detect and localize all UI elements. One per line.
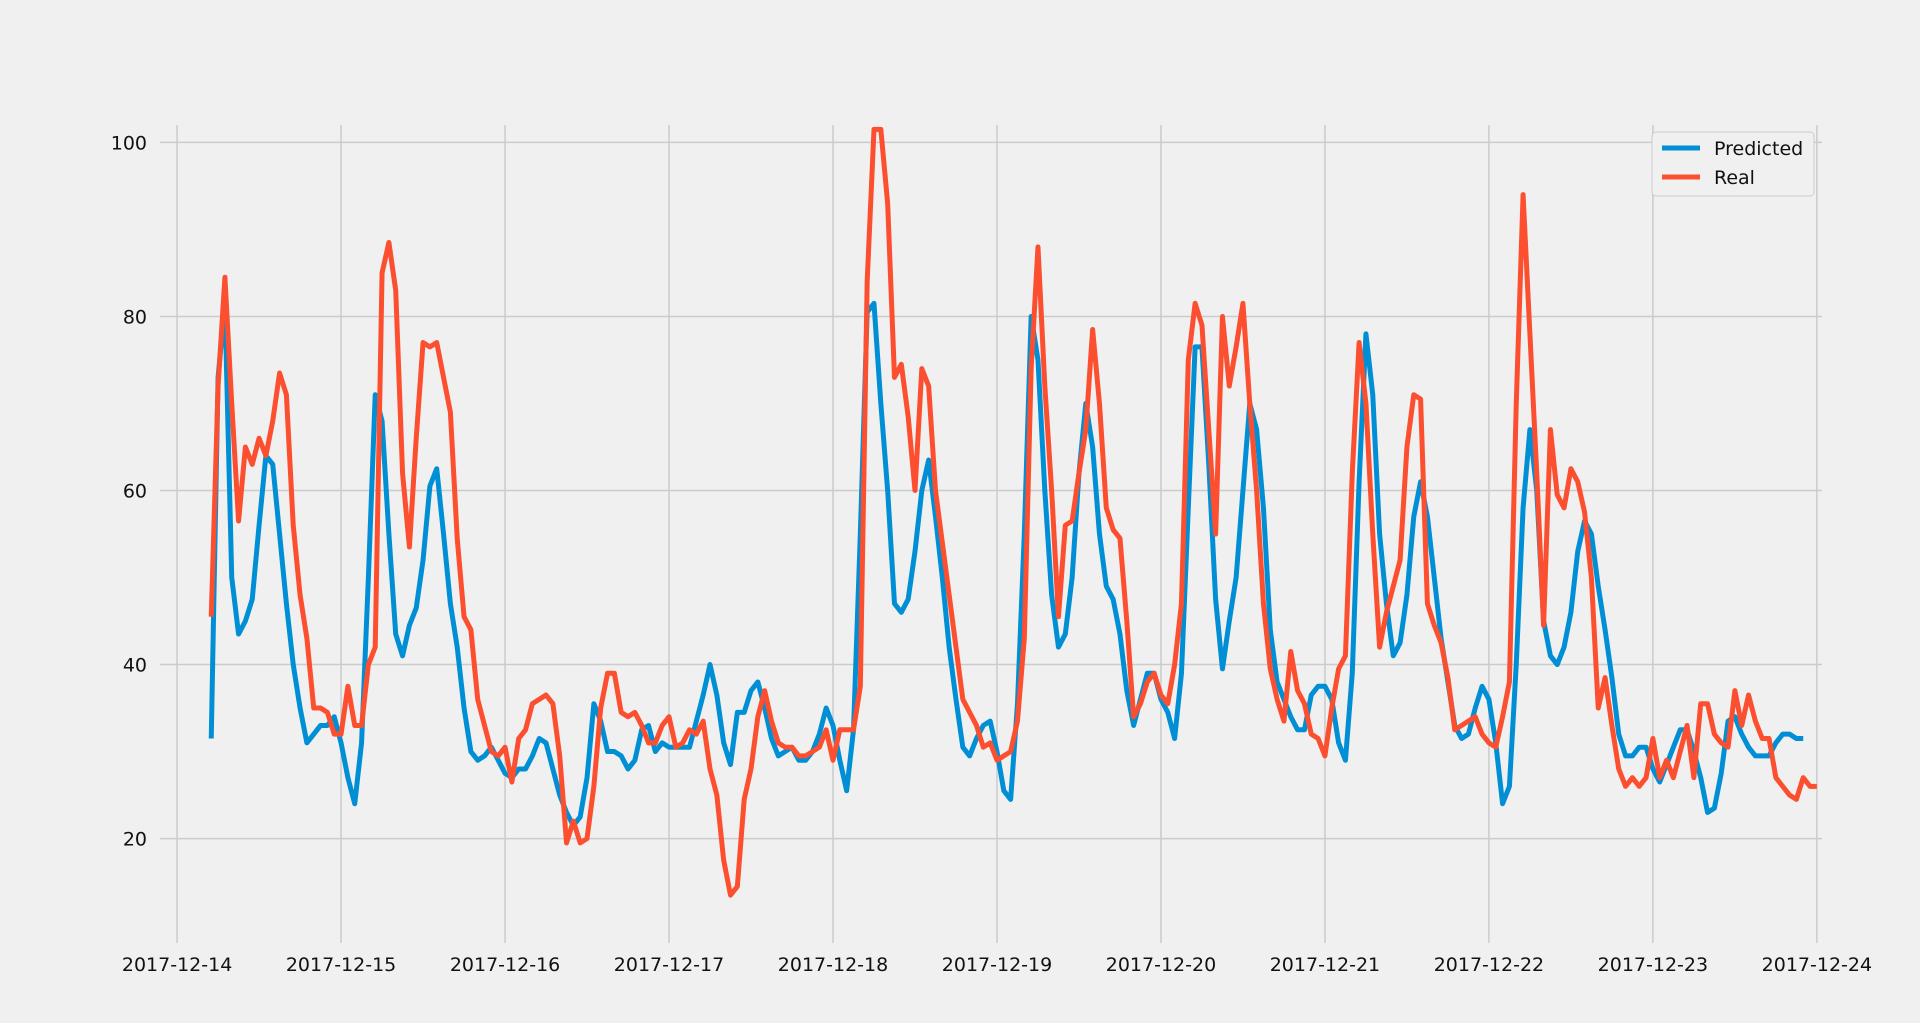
x-tick-label: 2017-12-17	[614, 954, 724, 976]
y-axis-ticks: 20 40 60 80 100	[111, 132, 147, 850]
legend-label-predicted: Predicted	[1714, 138, 1803, 160]
series-line-real	[208, 126, 1817, 898]
x-tick-label: 2017-12-14	[122, 954, 232, 976]
x-tick-label: 2017-12-21	[1270, 954, 1380, 976]
legend: Predicted Real	[1651, 131, 1815, 197]
x-tick-label: 2017-12-18	[778, 954, 888, 976]
x-tick-label: 2017-12-15	[286, 954, 396, 976]
x-tick-label: 2017-12-24	[1762, 954, 1872, 976]
x-axis-ticks: 2017-12-14 2017-12-15 2017-12-16 2017-12-17…	[122, 954, 1872, 976]
x-tick-label: 2017-12-19	[942, 954, 1052, 976]
y-tick-label: 20	[123, 829, 147, 851]
y-tick-label: 80	[123, 306, 147, 328]
series-layer	[208, 126, 1817, 898]
y-tick-label: 60	[123, 480, 147, 502]
x-tick-label: 2017-12-22	[1434, 954, 1544, 976]
x-tick-label: 2017-12-20	[1106, 954, 1216, 976]
x-tick-label: 2017-12-23	[1598, 954, 1708, 976]
y-tick-label: 40	[123, 655, 147, 677]
legend-label-real: Real	[1714, 167, 1755, 189]
y-tick-label: 100	[111, 132, 147, 154]
x-tick-label: 2017-12-16	[450, 954, 560, 976]
